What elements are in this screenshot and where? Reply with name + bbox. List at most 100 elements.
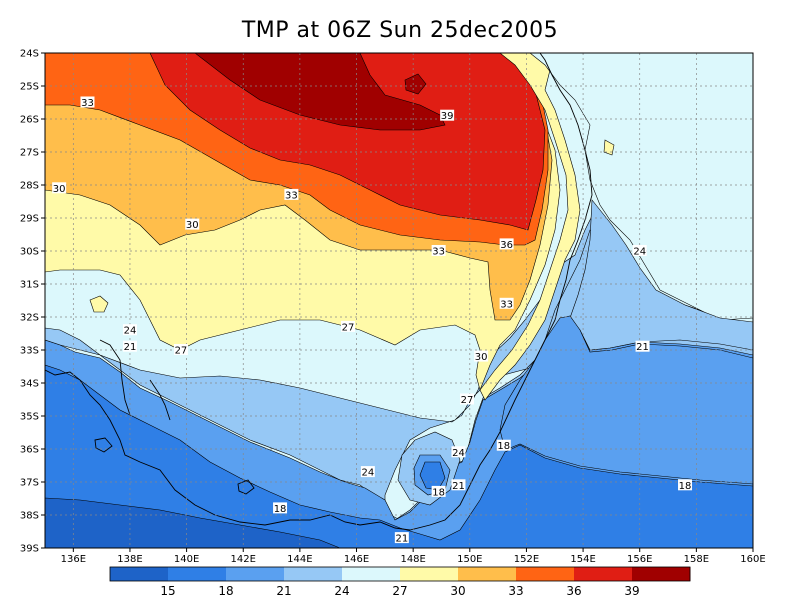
lon-tick-label: 148E	[400, 554, 425, 565]
colorbar-label: 21	[276, 584, 291, 598]
svg-text:30: 30	[53, 184, 66, 195]
colorbar-label: 24	[334, 584, 349, 598]
svg-text:24: 24	[361, 468, 374, 479]
coast-strip	[479, 53, 581, 401]
contour-label: 39	[440, 109, 455, 122]
contour-label: 27	[173, 344, 188, 357]
lat-tick-label: 30S	[20, 247, 39, 258]
lon-tick-label: 136E	[61, 554, 86, 565]
lat-tick-label: 37S	[20, 478, 39, 489]
svg-text:33: 33	[81, 98, 94, 109]
contour-label: 27	[341, 320, 356, 333]
contour-label: 18	[496, 439, 511, 452]
colorbar-swatch	[284, 567, 343, 581]
lat-tick-label: 27S	[20, 148, 39, 159]
svg-text:21: 21	[395, 534, 408, 545]
svg-text:39: 39	[441, 111, 454, 122]
contour-label: 18	[678, 479, 693, 492]
svg-text:18: 18	[274, 504, 287, 515]
ocean-east-24	[569, 199, 753, 351]
lon-tick-label: 156E	[627, 554, 652, 565]
contour-label: 18	[273, 502, 288, 515]
lon-tick-label: 154E	[570, 554, 595, 565]
svg-text:21: 21	[636, 342, 649, 353]
contour-label: 33	[499, 297, 514, 310]
contour-labels: 39 33 30 33 30 33 36 33 24 27 24 21 27 30 21 27 24 18 24 18…	[52, 96, 693, 545]
lon-tick-label: 152E	[514, 554, 539, 565]
contour-label: 21	[122, 340, 137, 353]
lon-tick-labels: 136E 138E 140E 142E 144E 146E 148E 150E 152E 154E…	[61, 548, 766, 565]
region-15-18	[45, 497, 341, 548]
lon-tick-label: 150E	[457, 554, 482, 565]
contour-label: 33	[80, 96, 95, 109]
lat-tick-label: 34S	[20, 379, 39, 390]
lat-tick-label: 38S	[20, 511, 39, 522]
svg-text:33: 33	[432, 247, 445, 258]
contour-label: 30	[185, 218, 200, 231]
colorbar: 15 18 21 24 27 30 33 36 39	[109, 566, 691, 598]
svg-text:21: 21	[452, 481, 465, 492]
svg-text:36: 36	[500, 240, 513, 251]
lat-tick-label: 31S	[20, 280, 39, 291]
svg-text:30: 30	[475, 352, 488, 363]
temperature-field	[45, 53, 753, 548]
colorbar-label: 18	[218, 584, 233, 598]
region-39-plus-b	[194, 53, 446, 131]
colorbar-swatch	[168, 567, 227, 581]
colorbar-label: 27	[392, 584, 407, 598]
ocean-east-21	[499, 315, 753, 485]
lat-tick-label: 25S	[20, 82, 39, 93]
lon-tick-label: 142E	[231, 554, 256, 565]
svg-text:33: 33	[500, 299, 513, 310]
svg-text:18: 18	[679, 481, 692, 492]
colorbar-swatch	[574, 567, 633, 581]
contour-label: 24	[632, 245, 647, 258]
contour-label: 21	[394, 532, 409, 545]
contour-label: 30	[474, 350, 489, 363]
lat-tick-label: 26S	[20, 115, 39, 126]
colorbar-label: 30	[450, 584, 465, 598]
lat-tick-label: 36S	[20, 445, 39, 456]
contour-label: 30	[52, 182, 67, 195]
colorbar-swatch	[342, 567, 401, 581]
svg-text:18: 18	[432, 487, 445, 498]
contour-label: 21	[451, 479, 466, 492]
lat-tick-label: 33S	[20, 346, 39, 357]
svg-text:21: 21	[124, 342, 137, 353]
map-title: TMP at 06Z Sun 25dec2005	[241, 18, 559, 43]
bay-islet	[89, 295, 109, 313]
colorbar-label: 36	[566, 584, 581, 598]
svg-text:27: 27	[175, 346, 188, 357]
region-39-plus-a	[149, 53, 546, 231]
colorbar-swatch	[400, 567, 459, 581]
colorbar-swatch	[458, 567, 517, 581]
region-18-21	[45, 364, 753, 548]
colorbar-swatch	[516, 567, 575, 581]
colorbar-swatch	[632, 567, 691, 581]
svg-text:24: 24	[452, 448, 465, 459]
lat-tick-label: 39S	[20, 544, 39, 555]
contour-label: 24	[122, 324, 137, 337]
lon-tick-label: 144E	[287, 554, 312, 565]
colorbar-swatch	[110, 567, 169, 581]
lat-tick-label: 29S	[20, 214, 39, 225]
colorbar-label: 39	[624, 584, 639, 598]
lat-tick-label: 28S	[20, 181, 39, 192]
lat-tick-label: 24S	[20, 49, 39, 60]
lat-tick-labels: 24S 25S 26S 27S 28S 29S 30S 31S 32S 33S 34S 35S 36S 3…	[20, 49, 45, 555]
lon-tick-label: 140E	[174, 554, 199, 565]
svg-text:30: 30	[186, 220, 199, 231]
lon-tick-label: 146E	[344, 554, 369, 565]
svg-text:24: 24	[633, 247, 646, 258]
contour-label: 36	[499, 238, 514, 251]
contour-label: 24	[451, 446, 466, 459]
contour-label: 24	[360, 466, 375, 479]
contour-label: 33	[284, 188, 299, 201]
svg-text:27: 27	[461, 395, 474, 406]
region-39-plus-c	[404, 73, 427, 95]
svg-text:18: 18	[497, 441, 510, 452]
lon-tick-label: 138E	[117, 554, 142, 565]
lon-tick-label: 160E	[740, 554, 765, 565]
